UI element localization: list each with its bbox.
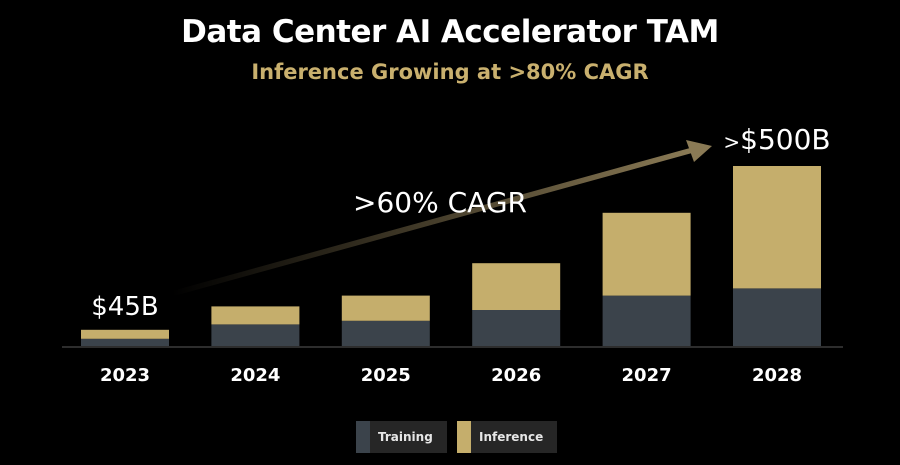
legend-inference-swatch [457,421,471,453]
legend-training: Training [356,421,447,453]
growth-arrow-head [686,140,712,162]
x-tick-label-2027: 2027 [622,365,672,386]
growth-arrow-shaft [172,148,692,296]
x-tick-label-2024: 2024 [230,365,280,386]
x-tick-label-2023: 2023 [100,365,150,386]
legend-training-label: Training [370,421,447,453]
annotation-start-value: $45B [91,292,158,322]
bar-inference-2026 [472,263,561,310]
legend-inference-label: Inference [471,421,558,453]
bar-inference-2023 [81,329,169,339]
bar-training-2027 [602,295,691,346]
bar-training-2026 [472,310,561,346]
x-tick-label-2026: 2026 [491,365,541,386]
x-tick-label-2025: 2025 [361,365,411,386]
chart-title: Data Center AI Accelerator TAM [181,14,719,50]
bar-inference-2024 [211,306,300,325]
bar-training-2028 [733,288,821,346]
annotation-growth: >60% CAGR [353,186,527,219]
bar-training-2023 [81,338,169,346]
bar-inference-2028 [733,166,821,289]
x-tick-label-2028: 2028 [752,365,802,386]
legend-training-swatch [356,421,370,453]
chart-subtitle: Inference Growing at >80% CAGR [251,60,649,84]
bar-inference-2025 [341,295,430,321]
annotation-end-value: >$500B [723,123,830,156]
bar-training-2025 [341,320,430,346]
legend-inference: Inference [457,421,558,453]
bar-training-2024 [211,324,300,346]
bar-inference-2027 [602,212,691,296]
